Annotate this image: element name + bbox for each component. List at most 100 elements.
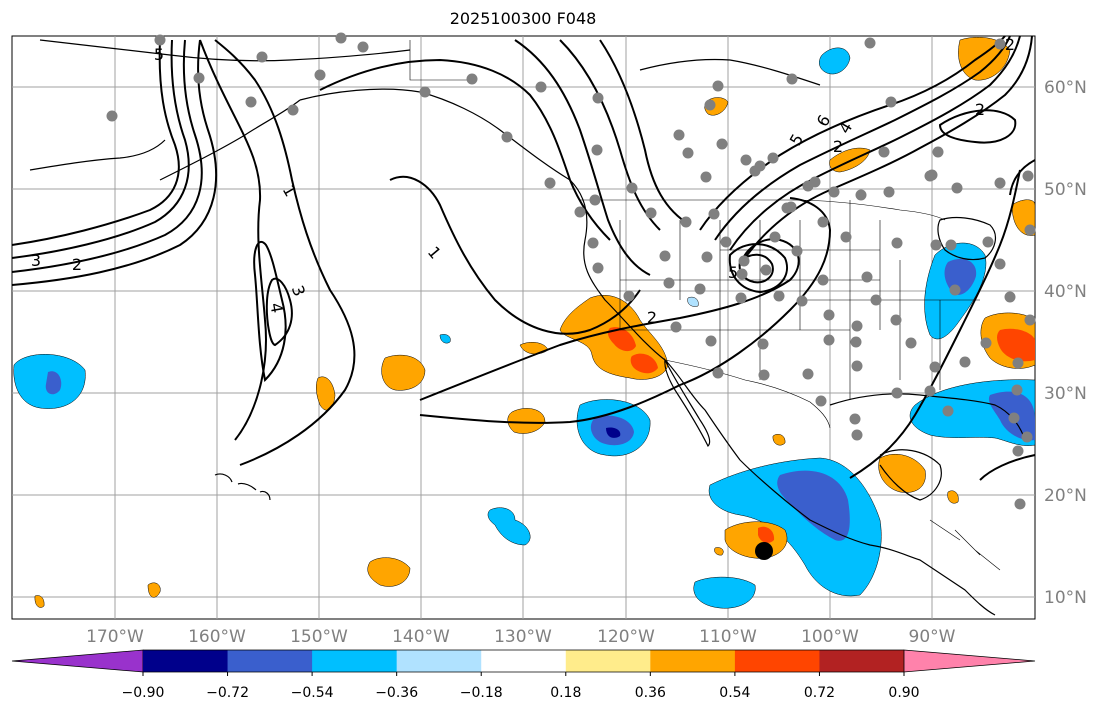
station-marker [781,202,793,214]
anomaly-patch-positive [34,595,45,608]
anomaly-patch-negative [439,334,451,344]
station-marker [851,360,863,372]
anomaly-patch-positive [147,582,161,598]
station-marker [878,146,890,158]
station-marker [769,231,781,243]
contour-line [979,454,1036,481]
contour-line [559,39,661,231]
anomaly-patch-positive [367,557,411,587]
station-marker [850,336,862,348]
station-marker [287,104,299,116]
station-marker [712,80,724,92]
us-canada-border [580,199,946,221]
station-marker [1022,170,1034,182]
station-marker [749,165,761,177]
station-marker [994,177,1006,189]
alaska-canada-border [409,40,470,81]
colorbar-tick-label: −0.90 [122,685,165,701]
station-marker [716,138,728,150]
anomaly-patch-positive [878,454,926,493]
station-marker [951,182,963,194]
station-marker [767,152,779,164]
station-marker [1004,291,1016,303]
station-marker [712,367,724,379]
station-marker [682,147,694,159]
station-marker [959,356,971,368]
station-marker [701,251,713,263]
station-marker [574,206,586,218]
station-marker [851,320,863,332]
station-marker [256,51,268,63]
colorbar-tick-labels: −0.90 −0.72 −0.54 −0.36 −0.18 0.18 0.36 0.54 0.7… [122,672,920,701]
station-marker [1011,384,1023,396]
anomaly-patch-negative [487,507,531,546]
contour-line [938,109,1017,144]
anomaly-patch-positive-core [630,353,658,374]
great-lakes [937,216,997,261]
contour-line [729,35,1021,251]
station-marker [357,41,369,53]
anomaly-patch-negative-core [777,470,850,541]
station-marker [592,92,604,104]
longitude-label: 140°W [392,627,450,647]
longitude-label: 90°W [909,627,956,647]
station-marker [626,182,638,194]
station-marker [592,262,604,274]
station-marker [861,271,873,283]
contour-line [419,238,800,401]
station-marker [945,239,957,251]
contour-line [11,39,180,246]
station-marker [1012,445,1024,457]
station-marker [720,236,732,248]
station-marker [760,264,772,276]
station-marker [1024,224,1036,236]
station-marker [589,194,601,206]
station-marker [663,277,675,289]
contour-line [11,39,203,273]
station-marker [659,250,671,262]
station-marker [736,268,748,280]
anomaly-patch-negative [693,576,756,609]
contour-line [319,58,611,241]
anomaly-patch-positive [947,490,959,504]
contour-label: 2 [975,100,985,119]
colorbar-segment [227,650,313,672]
anomaly-patch-negative [687,296,699,307]
station-marker [1012,357,1024,369]
central-america-borders [929,519,1001,571]
station-marker [335,32,347,44]
colorbar-segment [565,650,651,672]
station-marker [705,335,717,347]
station-marker [849,413,861,425]
station-marker [700,171,712,183]
contour-line [199,39,267,441]
station-marker [891,387,903,399]
station-marker [680,216,692,228]
contour-line [11,39,218,286]
station-marker [926,169,938,181]
latitude-label: 60°N [1044,78,1087,98]
contour-line [389,175,641,335]
alaska-peninsula [159,99,301,181]
colorbar-segment [396,650,482,672]
colorbar-tick-label: −0.36 [375,685,418,701]
station-marker [930,239,942,251]
station-marker [1014,498,1026,510]
station-marker [905,337,917,349]
anomaly-patch-positive-core [758,526,775,543]
station-marker [623,290,635,302]
station-marker [855,189,867,201]
station-marker [994,38,1006,50]
station-marker [929,361,941,373]
colorbar-tick-label: −0.72 [206,685,249,701]
station-marker [851,429,863,441]
contour-line [265,277,293,347]
latitude-labels: 60°N 50°N 40°N 30°N 20°N 10°N [1044,78,1087,608]
colorbar-tick-label: 0.54 [719,685,750,701]
anomaly-patch-negative-core [606,427,621,438]
yucatan-peninsula [879,449,942,501]
storm-center-marker [755,542,773,560]
height-anomaly-contours [11,35,1036,481]
contour-label: 2 [72,255,82,274]
contour-line [214,39,356,466]
